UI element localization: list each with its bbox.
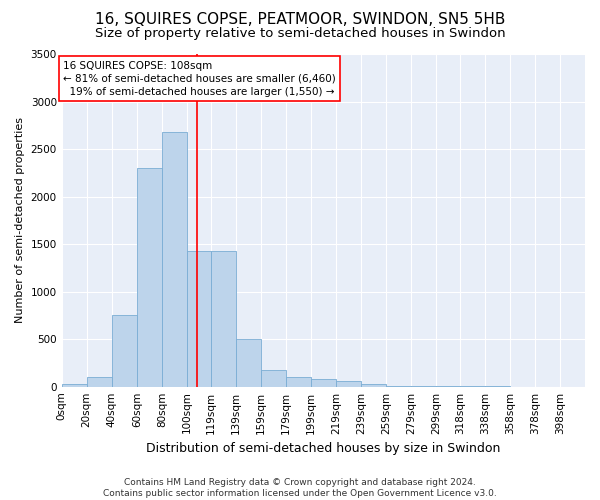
- Bar: [87, 377, 112, 386]
- Bar: [311, 379, 336, 386]
- Bar: [361, 384, 386, 386]
- Bar: [286, 377, 311, 386]
- Bar: [336, 382, 361, 386]
- Bar: [211, 251, 236, 386]
- X-axis label: Distribution of semi-detached houses by size in Swindon: Distribution of semi-detached houses by …: [146, 442, 500, 455]
- Text: 16 SQUIRES COPSE: 108sqm
← 81% of semi-detached houses are smaller (6,460)
  19%: 16 SQUIRES COPSE: 108sqm ← 81% of semi-d…: [63, 60, 335, 97]
- Bar: [187, 251, 211, 386]
- Bar: [137, 168, 162, 386]
- Text: Size of property relative to semi-detached houses in Swindon: Size of property relative to semi-detach…: [95, 28, 505, 40]
- Bar: [62, 384, 87, 386]
- Bar: [112, 316, 137, 386]
- Text: Contains HM Land Registry data © Crown copyright and database right 2024.
Contai: Contains HM Land Registry data © Crown c…: [103, 478, 497, 498]
- Bar: [162, 132, 187, 386]
- Y-axis label: Number of semi-detached properties: Number of semi-detached properties: [15, 118, 25, 324]
- Text: 16, SQUIRES COPSE, PEATMOOR, SWINDON, SN5 5HB: 16, SQUIRES COPSE, PEATMOOR, SWINDON, SN…: [95, 12, 505, 28]
- Bar: [261, 370, 286, 386]
- Bar: [236, 339, 261, 386]
